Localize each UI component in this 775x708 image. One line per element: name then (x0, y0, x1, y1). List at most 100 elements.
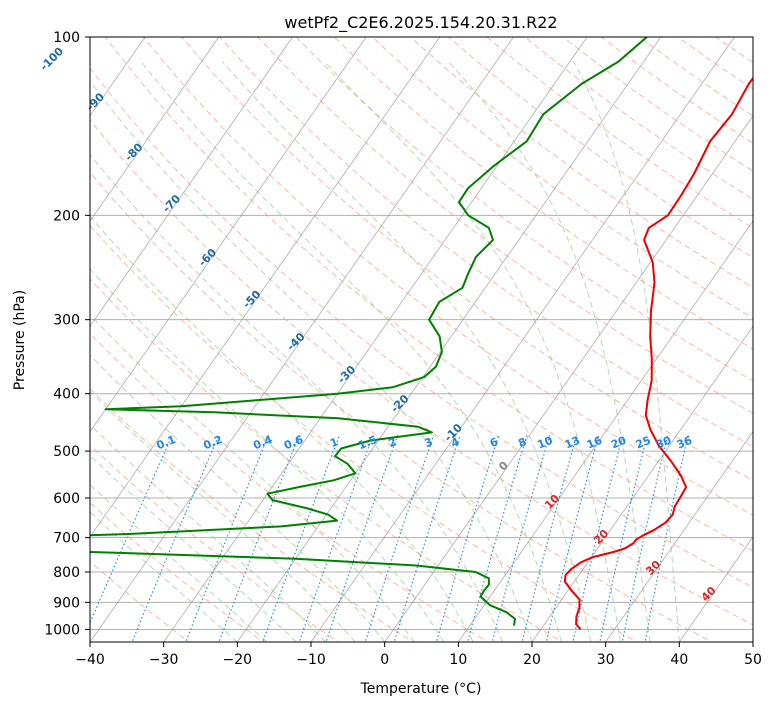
y-tick-label: 600 (53, 491, 80, 507)
moist-adiabat (90, 215, 474, 642)
mixing-ratio-label: 3 (423, 435, 435, 450)
x-tick-label: 20 (523, 652, 541, 668)
moist-adiabat (140, 61, 562, 642)
x-tick-label: 10 (449, 652, 467, 668)
mixing-ratio-line (466, 435, 528, 642)
y-tick-label: 900 (53, 595, 80, 611)
moist-adiabat (90, 454, 297, 642)
dry-adiabat (639, 37, 753, 117)
mixing-ratio-line (599, 435, 648, 642)
isotherm-line (605, 430, 753, 642)
dry-adiabat (754, 37, 775, 644)
mixing-ratio-line (218, 434, 300, 642)
isotherm-label: -20 (388, 392, 411, 415)
moist-adiabat (90, 313, 415, 642)
y-tick-label: 200 (53, 208, 80, 224)
moist-adiabat (90, 268, 445, 642)
isotherm-label: 20 (591, 527, 611, 547)
x-tick-label: −20 (223, 652, 253, 668)
mixing-ratio-line (621, 435, 669, 642)
mixing-ratio-line (364, 435, 435, 642)
dry-adiabat (257, 37, 753, 414)
profile-series (90, 37, 753, 631)
dry-adiabat (90, 119, 753, 626)
y-tick-label: 800 (53, 565, 80, 581)
mixing-ratio-line (393, 435, 461, 642)
moist-adiabat (573, 61, 680, 642)
mixing-ratio-label: 25 (634, 434, 653, 452)
dry-adiabat (677, 37, 753, 90)
dry-adiabat (333, 37, 753, 350)
isotherm-label: -10 (442, 421, 465, 444)
mixing-ratio-label: 13 (563, 434, 582, 452)
moist-adiabat (90, 390, 356, 642)
dry-adiabat (181, 37, 753, 482)
y-tick-label: 500 (53, 444, 80, 460)
y-tick-label: 1000 (44, 622, 80, 638)
isotherm-line (90, 37, 441, 538)
chart-title: wetPf2_C2E6.2025.154.20.31.R22 (284, 13, 557, 33)
isotherm-line (752, 641, 753, 642)
moist-adiabat (222, 61, 592, 642)
isotherm-line (531, 325, 753, 642)
dry-adiabat (372, 37, 753, 319)
mixing-ratio-line (185, 434, 270, 642)
moist-adiabat (90, 154, 503, 642)
plot-frame (89, 36, 754, 643)
isotherm-line (458, 220, 753, 642)
x-axis-label: Temperature (°C) (360, 681, 482, 697)
dry-adiabat (90, 444, 340, 642)
mixing-ratio-line (545, 435, 600, 642)
mixing-ratio-label: 16 (585, 434, 604, 452)
isotherm-label: -80 (122, 140, 145, 163)
dry-adiabat (90, 278, 564, 642)
isotherm-label: -100 (38, 44, 67, 73)
isotherm-label: 40 (699, 584, 719, 604)
dewpoint-profile-line (90, 37, 648, 626)
isotherm-label: 0 (496, 458, 511, 473)
x-tick-label: 40 (670, 652, 688, 668)
y-tick-label: 300 (53, 313, 80, 329)
moist-adiabat (447, 61, 651, 642)
isotherm-label: -40 (284, 330, 307, 353)
dry-adiabat (90, 224, 639, 642)
isotherm-line (90, 37, 514, 642)
dry-adiabat (600, 37, 753, 144)
dry-adiabat (90, 388, 414, 642)
mixing-ratio-label: 0.2 (201, 433, 224, 452)
y-tick-label: 100 (53, 30, 80, 46)
mixing-ratio-label: 1 (328, 435, 340, 450)
temperature-profile-line (563, 76, 753, 631)
isotherm-label: -90 (84, 90, 107, 113)
dry-adiabat (90, 332, 489, 642)
x-axis: −40 −30 −20 −10 0 10 20 30 40 50 (75, 642, 762, 668)
mixing-ratio-label: 30 (654, 434, 673, 452)
isotherm-label: -30 (335, 363, 358, 386)
isotherm-label: 10 (542, 492, 562, 512)
isotherm-line (163, 37, 588, 642)
dry-adiabat (143, 37, 753, 516)
isotherm-line (90, 37, 293, 327)
y-tick-label: 700 (53, 531, 80, 547)
mixing-ratio-label: 8 (516, 435, 528, 450)
dry-adiabat (90, 67, 753, 588)
mixing-ratio-label: 0.6 (282, 433, 305, 452)
mixing-ratio-line (90, 434, 173, 625)
isotherm-label: -60 (196, 246, 219, 269)
mixing-ratio-line (325, 435, 399, 642)
x-tick-label: −40 (75, 652, 105, 668)
isotherm-line (90, 37, 220, 222)
isotherm-line (384, 115, 753, 642)
dry-adiabat (90, 171, 713, 642)
mixing-ratio-label: 36 (675, 434, 694, 452)
isotherm-line (679, 536, 753, 642)
mixing-ratio-line (262, 435, 341, 642)
mixing-ratio-line (644, 435, 689, 642)
mixing-ratio-label: 2 (387, 435, 399, 450)
mixing-ratio-label: 10 (536, 434, 555, 452)
x-tick-label: −10 (296, 652, 326, 668)
moist-adiabat (90, 483, 268, 642)
y-axis-label: Pressure (hPa) (12, 290, 28, 390)
dry-adiabat (90, 501, 265, 642)
